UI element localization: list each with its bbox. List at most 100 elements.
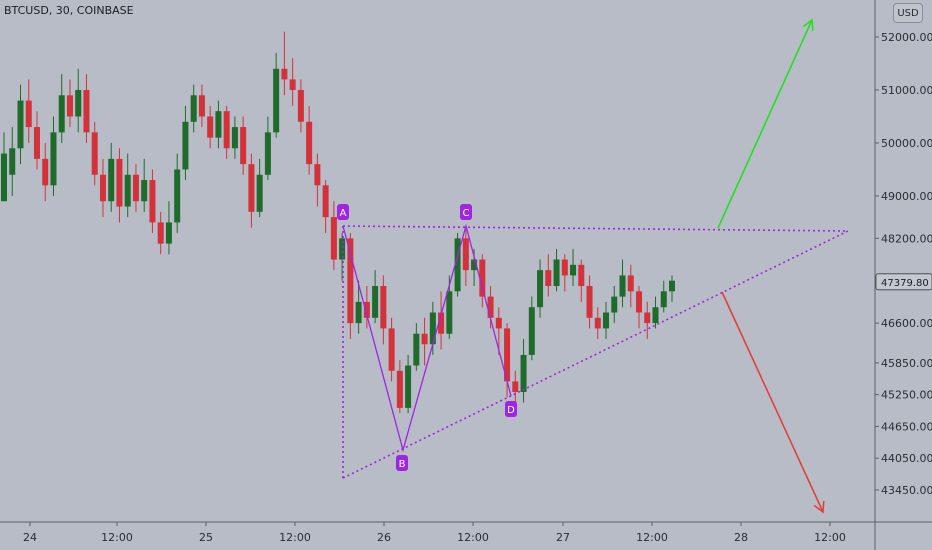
y-tick-label: 45850.00 [881, 357, 932, 370]
x-tick-label: 27 [556, 531, 570, 544]
y-tick-label: 51000.00 [881, 84, 932, 97]
candle-up [652, 307, 659, 324]
candle-up [520, 354, 527, 392]
y-tick-label: 44650.00 [881, 420, 932, 433]
candle-down [240, 127, 247, 165]
x-tick-label: 26 [377, 531, 391, 544]
candle-down [248, 164, 255, 212]
x-tick-label: 12:00 [457, 531, 489, 544]
candle-down [578, 264, 585, 287]
candle-down [281, 68, 288, 80]
pattern-point-label: D [507, 405, 515, 416]
y-tick-label: 45250.00 [881, 389, 932, 402]
x-tick-label: 12:00 [636, 531, 668, 544]
candle-up [372, 286, 379, 318]
candle-up [75, 89, 82, 117]
candle-down [66, 95, 73, 117]
current-price-tag [875, 273, 932, 291]
candle-down [25, 100, 32, 128]
candle-down [644, 312, 651, 324]
candle-down [363, 301, 370, 318]
candle-down [297, 89, 304, 122]
candle-down [322, 185, 329, 218]
candle-down [83, 89, 90, 133]
candle-down [462, 238, 469, 271]
candle-up [339, 238, 346, 260]
candle-down [380, 286, 387, 329]
candle-down [636, 291, 643, 313]
candle-down [99, 174, 106, 202]
breakout-up-arrow [717, 19, 813, 229]
candle-down [33, 127, 40, 159]
pattern-point-badge [396, 455, 408, 471]
candle-up [174, 169, 181, 223]
candle-up [355, 301, 362, 324]
candle-up [537, 270, 544, 308]
candle-up [553, 259, 560, 287]
candle-up [182, 121, 189, 170]
candle-up [429, 312, 436, 345]
candle-up [446, 291, 453, 334]
pattern-point-label: A [340, 208, 347, 219]
candle-up [264, 132, 271, 175]
candle-down [396, 370, 403, 408]
candle-down [149, 180, 156, 223]
candle-down [306, 121, 313, 165]
candle-up [413, 333, 420, 366]
candle-down [330, 217, 337, 260]
candle-down [421, 333, 428, 345]
candle-down [594, 317, 601, 329]
candle-down [42, 158, 49, 186]
candle-up [231, 127, 238, 149]
candle-down [132, 174, 139, 202]
candle-up [141, 180, 148, 202]
breakout-up-arrow-head [802, 18, 814, 32]
candle-down [512, 381, 519, 392]
candle-down [504, 328, 511, 382]
candle-down [545, 270, 552, 287]
candle-up [165, 222, 172, 244]
pattern-point-badge [337, 204, 349, 220]
candle-down [561, 259, 568, 276]
candle-up [190, 95, 197, 122]
y-tick-label: 46600.00 [881, 317, 932, 330]
candle-down [314, 164, 321, 186]
candle-up [669, 280, 675, 292]
candle-down [627, 275, 634, 292]
pattern-point-label: C [463, 208, 470, 219]
candle-down [207, 116, 214, 138]
candle-up [611, 296, 618, 313]
candle-up [58, 95, 65, 133]
candle-up [108, 158, 115, 202]
lower-trendline [342, 230, 849, 479]
candle-up [50, 132, 57, 186]
candle-up [1, 153, 7, 202]
candle-down [347, 238, 354, 324]
y-tick-label: 47379.80 [881, 278, 929, 289]
symbol-title: BTCUSD, 30, COINBASE [4, 4, 134, 17]
candle-down [289, 79, 296, 90]
candle-up [454, 238, 461, 292]
candle-up [17, 100, 24, 149]
candle-down [116, 158, 123, 207]
upper-trendline [342, 225, 849, 232]
pattern-point-badge [505, 401, 517, 417]
currency-button[interactable]: USD [893, 3, 923, 23]
candle-up [619, 275, 626, 297]
y-tick-label: 48200.00 [881, 232, 932, 245]
x-tick-label: 12:00 [279, 531, 311, 544]
candle-up [9, 148, 16, 175]
candle-up [405, 365, 412, 408]
candle-up [570, 264, 577, 276]
candle-down [479, 259, 486, 297]
candle-up [256, 174, 263, 212]
candle-up [603, 312, 610, 329]
x-tick-label: 12:00 [814, 531, 846, 544]
y-tick-label: 43450.00 [881, 484, 932, 497]
candle-down [586, 286, 593, 318]
y-tick-label: 50000.00 [881, 137, 932, 150]
x-tick-label: 25 [199, 531, 213, 544]
abcd-pattern-line [342, 223, 512, 453]
candle-down [91, 132, 98, 175]
